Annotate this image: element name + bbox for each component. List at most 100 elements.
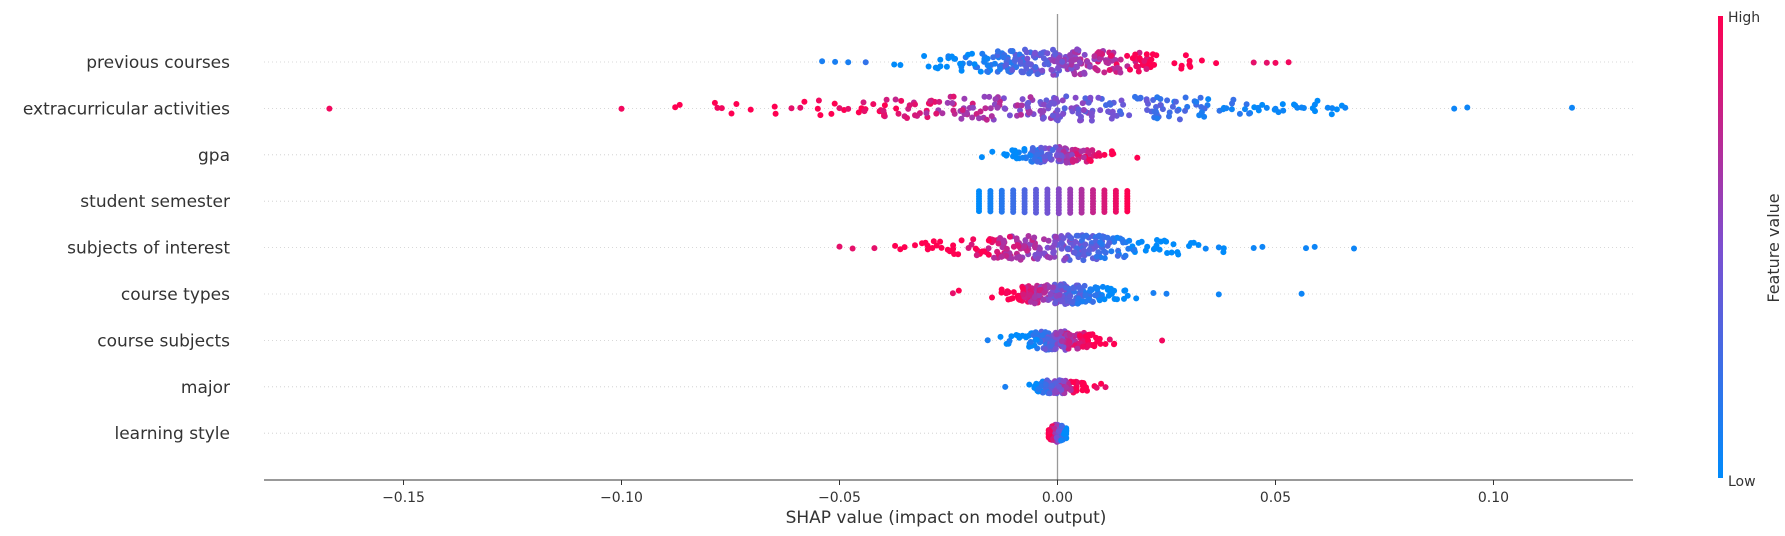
shap-point: [1046, 390, 1053, 397]
shap-point: [1054, 112, 1061, 119]
colorbar-low-label: Low: [1728, 474, 1756, 490]
shap-point: [1182, 94, 1189, 101]
shap-point: [944, 99, 951, 106]
shap-point: [1067, 293, 1074, 299]
shap-point: [1056, 292, 1063, 299]
shap-point: [1213, 60, 1220, 67]
x-axis: −0.15 −0.10 −0.05 0.00 0.05 0.10: [264, 479, 1633, 506]
shap-point: [950, 107, 957, 114]
shap-point: [1063, 284, 1069, 291]
shap-point: [965, 245, 972, 251]
shap-point: [1168, 249, 1175, 256]
feature-label: gpa: [198, 146, 230, 166]
shap-point: [1006, 233, 1013, 240]
shap-point: [747, 106, 754, 113]
shap-point: [1022, 237, 1029, 244]
shap-point: [1035, 386, 1042, 393]
shap-point: [1037, 108, 1044, 114]
shap-point: [1009, 48, 1016, 55]
shap-point: [1092, 292, 1099, 299]
shap-point: [1101, 296, 1108, 303]
shap-point: [1060, 111, 1066, 117]
shap-point: [618, 105, 625, 112]
shap-point: [906, 102, 913, 109]
shap-point: [1082, 292, 1089, 299]
shap-point: [1080, 380, 1087, 386]
shap-point: [1031, 234, 1038, 241]
x-tick-label: 0.05: [1260, 490, 1291, 506]
shap-point: [1131, 246, 1138, 253]
shap-point: [995, 240, 1002, 247]
shap-point: [1133, 63, 1140, 70]
shap-point: [1025, 99, 1032, 106]
shap-point: [1080, 234, 1087, 241]
shap-point: [951, 55, 958, 62]
shap-point: [1198, 109, 1205, 116]
feature-label: subjects of interest: [67, 239, 230, 259]
shap-point: [1107, 101, 1114, 108]
shap-point: [1048, 66, 1055, 73]
shap-point: [1067, 209, 1074, 216]
shap-point: [1324, 104, 1331, 111]
shap-point: [1096, 297, 1103, 304]
shap-point: [1039, 67, 1046, 74]
shap-point: [733, 101, 740, 107]
shap-point: [1328, 111, 1335, 118]
shap-point: [1079, 298, 1086, 305]
shap-point: [1088, 110, 1095, 117]
shap-point: [1044, 336, 1051, 343]
shap-point: [1220, 249, 1227, 256]
shap-point: [836, 105, 843, 112]
shap-point: [1024, 55, 1031, 62]
shap-point: [1164, 250, 1171, 256]
shap-point: [1311, 243, 1318, 250]
shap-point: [998, 253, 1005, 260]
shap-point: [1093, 334, 1099, 341]
shap-point: [955, 251, 962, 258]
shap-point: [1201, 113, 1208, 120]
shap-point: [1047, 254, 1053, 261]
shap-point: [1061, 431, 1067, 438]
shap-point: [981, 56, 988, 62]
shap-point: [1108, 52, 1114, 59]
shap-point: [1039, 332, 1046, 339]
shap-point: [1092, 65, 1098, 71]
shap-point: [1024, 247, 1031, 254]
shap-point: [832, 58, 839, 65]
shap-point: [1003, 290, 1010, 297]
shap-point: [1068, 235, 1075, 242]
shap-point: [1026, 108, 1033, 115]
shap-point: [797, 104, 804, 111]
shap-point: [1132, 51, 1139, 58]
shap-point: [1022, 333, 1029, 340]
shap-point: [1036, 245, 1043, 252]
shap-point: [1051, 100, 1058, 107]
shap-point: [961, 95, 968, 102]
shap-point: [1073, 232, 1080, 239]
shap-point: [1342, 104, 1349, 111]
shap-point: [1067, 52, 1073, 58]
shap-point: [1085, 99, 1092, 106]
shap-point: [1069, 299, 1076, 306]
shap-point: [1228, 106, 1235, 113]
shap-point: [1151, 61, 1158, 68]
shap-point: [1117, 69, 1124, 76]
shap-point: [1081, 69, 1088, 76]
colorbar: High Low Feature value: [1718, 10, 1783, 490]
shap-point: [1087, 288, 1094, 295]
shap-point: [998, 208, 1005, 215]
shap-point: [1046, 428, 1053, 435]
shap-point: [893, 105, 900, 112]
shap-point: [814, 105, 821, 112]
shap-point: [1059, 298, 1066, 305]
shap-point: [1085, 337, 1092, 344]
feature-label: learning style: [114, 424, 230, 444]
shap-point: [1001, 105, 1008, 112]
shap-point: [912, 112, 918, 119]
shap-point: [994, 248, 1001, 255]
shap-point: [998, 289, 1005, 296]
shap-point: [1018, 111, 1024, 118]
shap-point: [1041, 289, 1048, 296]
shap-point: [1026, 381, 1033, 388]
shap-point: [1086, 156, 1093, 163]
